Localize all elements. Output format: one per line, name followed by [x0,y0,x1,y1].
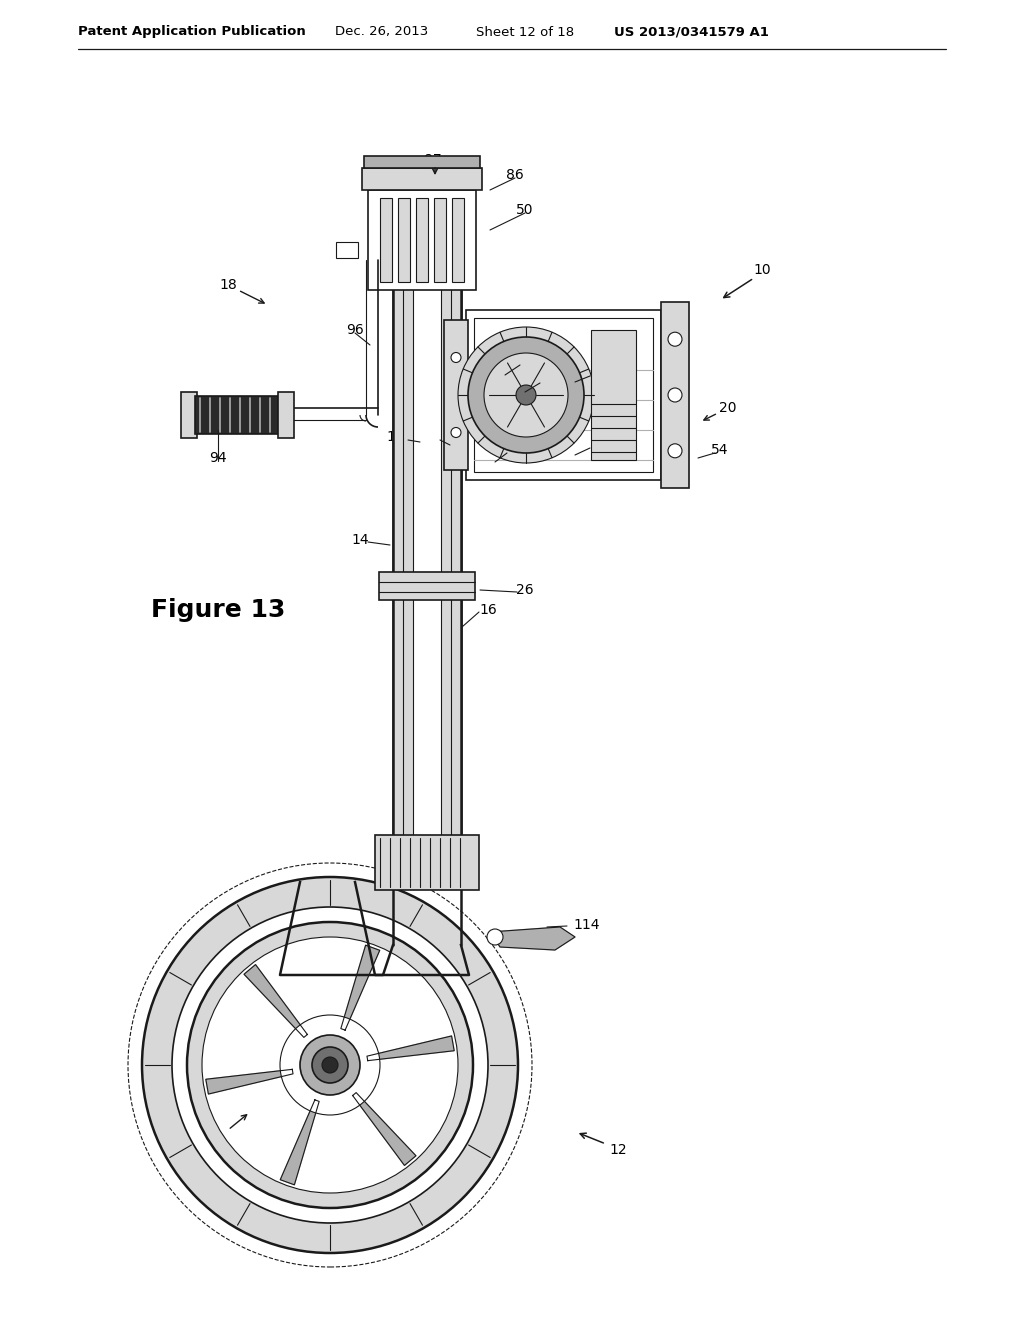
Text: 20: 20 [719,401,736,414]
Bar [452,198,464,282]
Bar [591,330,636,459]
Bar [364,156,480,168]
Circle shape [484,352,568,437]
Text: 12: 12 [609,1143,627,1158]
Polygon shape [281,1100,319,1185]
Text: 86: 86 [506,168,524,182]
Circle shape [487,929,503,945]
Bar [444,319,468,470]
Text: 16: 16 [479,603,497,616]
Circle shape [280,1015,380,1115]
Text: 100: 100 [387,430,414,444]
Polygon shape [367,1036,455,1061]
Bar [474,318,653,473]
Circle shape [451,352,461,363]
Text: 87: 87 [424,153,441,168]
Text: 26: 26 [516,583,534,597]
Text: 94: 94 [209,451,226,465]
Bar [393,271,413,850]
Circle shape [468,337,584,453]
Bar [662,302,689,488]
Bar [441,271,461,850]
Circle shape [458,327,594,463]
Circle shape [202,937,458,1193]
Circle shape [187,921,473,1208]
Text: 80: 80 [584,366,601,379]
Circle shape [128,863,532,1267]
Text: 102: 102 [205,1130,231,1144]
Circle shape [312,1047,348,1082]
Text: 96: 96 [346,323,364,337]
Bar [375,836,479,890]
Bar [393,271,461,850]
Circle shape [451,428,461,437]
Bar [416,198,428,282]
Circle shape [322,1057,338,1073]
Text: 50: 50 [516,203,534,216]
Text: Dec. 26, 2013: Dec. 26, 2013 [335,25,428,38]
Circle shape [668,444,682,458]
Polygon shape [352,1093,416,1166]
Text: 18: 18 [219,279,237,292]
Text: Figure 13: Figure 13 [151,598,286,622]
Bar [466,310,662,480]
Text: Patent Application Publication: Patent Application Publication [78,25,306,38]
Bar [368,190,476,290]
Text: 14: 14 [351,533,369,546]
Text: 10: 10 [754,263,771,277]
Circle shape [300,1035,360,1096]
Bar [380,198,392,282]
Polygon shape [244,965,307,1038]
Text: Sheet 12 of 18: Sheet 12 of 18 [476,25,574,38]
Bar [379,572,475,601]
Bar [181,392,197,438]
Circle shape [668,333,682,346]
Polygon shape [206,1069,293,1094]
Text: 114: 114 [573,917,600,932]
Bar [398,198,410,282]
Text: 58: 58 [499,444,517,457]
Bar [336,242,358,257]
Text: 54: 54 [712,444,729,457]
Bar [278,392,294,438]
Circle shape [516,385,536,405]
Polygon shape [341,945,380,1030]
Text: 80: 80 [584,438,601,451]
Text: 98: 98 [423,430,441,444]
Text: 72: 72 [511,355,528,370]
Bar [434,198,446,282]
Circle shape [668,388,682,403]
Text: 56: 56 [531,374,549,387]
Bar [195,396,280,434]
Bar [362,168,482,190]
Polygon shape [490,927,575,950]
Circle shape [142,876,518,1253]
Circle shape [172,907,488,1224]
Text: US 2013/0341579 A1: US 2013/0341579 A1 [614,25,769,38]
